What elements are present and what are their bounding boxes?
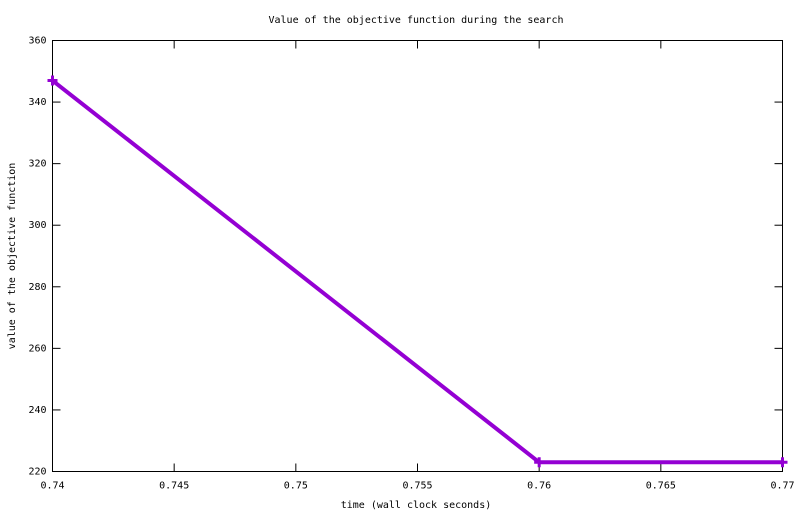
chart-title: Value of the objective function during t… xyxy=(268,15,563,26)
y-axis-label: value of the objective function xyxy=(7,163,18,350)
plot-frame xyxy=(52,40,783,472)
x-tick-label: 0.755 xyxy=(402,481,432,492)
y-tick-label: 280 xyxy=(28,282,46,293)
x-tick-label: 0.765 xyxy=(646,481,676,492)
data-point xyxy=(47,75,58,86)
x-tick-label: 0.77 xyxy=(770,481,794,492)
data-point xyxy=(534,457,545,468)
y-tick-label: 340 xyxy=(28,97,46,108)
x-tick-label: 0.76 xyxy=(527,481,551,492)
x-axis-label: time (wall clock seconds) xyxy=(341,500,492,511)
y-tick-label: 260 xyxy=(28,343,46,354)
x-tick-label: 0.745 xyxy=(159,481,189,492)
data-line xyxy=(51,78,783,465)
y-tick-label: 240 xyxy=(28,405,46,416)
y-tick-label: 300 xyxy=(28,220,46,231)
x-tick-label: 0.74 xyxy=(40,481,64,492)
x-tick-label: 0.75 xyxy=(284,481,308,492)
y-tick-label: 220 xyxy=(28,467,46,478)
y-tick-label: 320 xyxy=(28,159,46,170)
y-tick-label: 360 xyxy=(28,36,46,47)
data-point xyxy=(777,457,788,468)
